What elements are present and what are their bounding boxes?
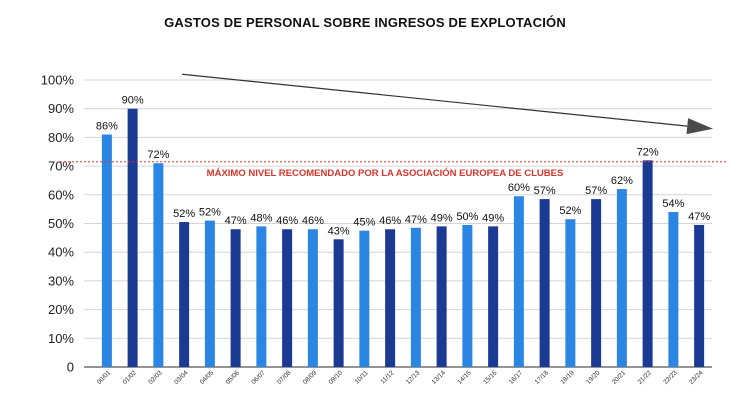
x-tick-label: 20/21 (611, 369, 628, 386)
y-tick-label: 80% (48, 130, 74, 145)
bar (333, 239, 344, 367)
data-label: 50% (456, 211, 478, 223)
data-label: 62% (611, 175, 633, 187)
data-label: 54% (662, 198, 684, 210)
x-tick-label: 05/06 (225, 369, 242, 386)
reference-line-group: MÁXIMO NIVEL RECOMENDADO POR LA ASOCIACI… (60, 161, 728, 179)
y-axis: 0 10% 20% 30% 40% 50% 60% 70% 80% 90% 100% (41, 73, 75, 375)
bar (385, 229, 396, 367)
data-label: 60% (508, 182, 530, 194)
x-tick-label: 03/04 (173, 369, 190, 386)
y-tick-label: 30% (48, 273, 74, 288)
y-tick-label: 40% (48, 245, 74, 260)
bar (359, 230, 370, 367)
data-label: 57% (585, 185, 607, 197)
bar (513, 196, 524, 367)
x-tick-label: 13/14 (431, 369, 448, 386)
x-tick-label: 00/01 (96, 369, 113, 386)
data-label: 57% (534, 185, 556, 197)
bar (204, 220, 215, 367)
data-label: 49% (431, 212, 453, 224)
data-label: 46% (379, 215, 401, 227)
x-tick-label: 04/05 (199, 369, 216, 386)
x-tick-label: 21/22 (637, 369, 654, 386)
bar (694, 224, 705, 367)
x-tick-label: 11/12 (379, 369, 395, 385)
y-tick-label: 70% (48, 159, 74, 174)
trend-arrow-line (182, 73, 688, 127)
data-label: 47% (225, 215, 247, 227)
bar (410, 227, 421, 367)
bar (642, 160, 653, 367)
y-tick-label: 50% (48, 216, 74, 231)
bar (230, 229, 241, 367)
data-label: 49% (482, 212, 504, 224)
x-axis: 00/01 01/02 02/03 03/04 04/05 05/06 06/07 07/08… (96, 369, 705, 386)
bar (436, 226, 447, 367)
reference-line-label: MÁXIMO NIVEL RECOMENDADO POR LA ASOCIACI… (207, 167, 564, 179)
x-tick-label: 09/10 (328, 369, 345, 386)
x-tick-label: 01/02 (122, 369, 139, 386)
x-tick-label: 08/09 (302, 369, 319, 386)
data-label: 47% (405, 214, 427, 226)
y-tick-label: 10% (48, 331, 74, 346)
bar (179, 222, 190, 367)
x-tick-label: 22/23 (662, 369, 679, 386)
gridlines (84, 79, 712, 368)
chart-title: GASTOS DE PERSONAL SOBRE INGRESOS DE EXP… (164, 15, 566, 30)
y-tick-label: 90% (48, 101, 74, 116)
bar (282, 229, 293, 367)
x-tick-label: 15/16 (482, 369, 499, 386)
bar (127, 108, 138, 367)
bar (539, 199, 550, 367)
y-tick-label: 60% (48, 187, 74, 202)
data-label: 45% (353, 217, 375, 229)
bar (462, 224, 473, 367)
y-tick-label: 0 (67, 360, 74, 375)
data-label: 52% (559, 205, 581, 217)
bar (307, 229, 318, 367)
x-tick-label: 17/18 (534, 369, 551, 386)
y-tick-label: 20% (48, 302, 74, 317)
x-tick-label: 07/08 (276, 369, 293, 386)
bar (153, 163, 164, 367)
trend-arrow-group (182, 73, 714, 135)
x-tick-label: 14/15 (456, 369, 473, 386)
data-label: 47% (688, 211, 710, 223)
bar (488, 226, 499, 367)
x-tick-label: 23/24 (688, 369, 705, 386)
x-tick-label: 19/20 (585, 369, 602, 386)
bar (565, 219, 576, 367)
data-label: 72% (637, 146, 659, 158)
bar (101, 134, 112, 367)
data-label: 52% (173, 208, 195, 220)
data-label: 43% (328, 225, 350, 237)
x-tick-label: 16/17 (508, 369, 525, 386)
x-tick-label: 18/19 (559, 369, 576, 386)
data-label: 52% (199, 207, 221, 219)
data-label: 72% (147, 149, 169, 161)
bar (668, 212, 679, 367)
data-label: 86% (96, 121, 118, 133)
x-tick-label: 02/03 (147, 369, 164, 386)
data-label: 46% (302, 215, 324, 227)
data-label: 90% (122, 95, 144, 107)
x-tick-label: 06/07 (250, 369, 267, 386)
bars: 86%90%72%52% 52%47% 48% 46% 46%43%45% 46% 47% 4… (96, 95, 710, 367)
data-label: 48% (250, 212, 272, 224)
x-tick-label: 10/11 (354, 369, 370, 385)
bar (591, 199, 602, 367)
trend-arrow-head (686, 118, 714, 135)
y-tick-label: 100% (41, 73, 75, 88)
bar (256, 226, 267, 367)
data-label: 46% (276, 215, 298, 227)
bar (616, 189, 627, 367)
x-tick-label: 12/13 (405, 369, 422, 386)
